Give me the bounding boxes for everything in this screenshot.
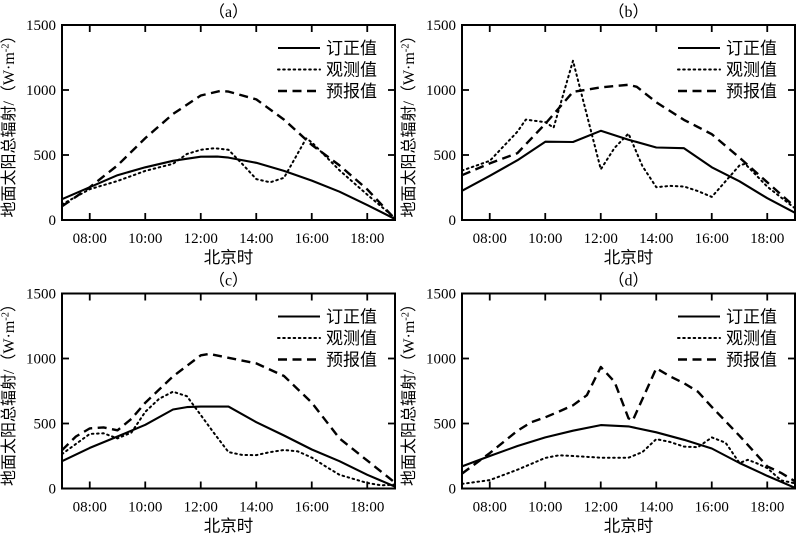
chart-panel-c: （c） 08:00 10:00 12:00 14:00 16:00 18:00 0 500 100… <box>0 268 400 537</box>
y-tick-label: 0 <box>449 482 457 498</box>
y-tick-label: 0 <box>449 213 457 229</box>
x-axis-label: 北京时 <box>604 248 654 267</box>
y-tick-label: 1000 <box>426 352 456 368</box>
x-tick-label: 16:00 <box>695 231 729 247</box>
tick-marks <box>62 24 395 221</box>
y-tick-label: 500 <box>34 417 57 433</box>
x-tick-label: 14:00 <box>639 500 673 516</box>
y-axis-label: 地面太阳总辐射/（W·m-2） <box>400 27 418 217</box>
x-tick-label: 16:00 <box>695 500 729 516</box>
chart-panel-b: （b） 08:00 10:00 12:00 14:00 16:00 18:00 0 500 100… <box>400 0 800 268</box>
y-tick-label: 1000 <box>26 352 56 368</box>
plot-line-dashed <box>461 365 796 483</box>
x-tick-label: 12:00 <box>184 500 218 516</box>
legend-label-observed: 观测值 <box>726 329 777 348</box>
x-tick-label: 14:00 <box>639 231 673 247</box>
x-tick-label: 08:00 <box>473 500 507 516</box>
legend-label-corrected: 订正值 <box>726 39 777 58</box>
x-tick-label: 14:00 <box>239 500 273 516</box>
plot-box <box>461 24 796 221</box>
y-axis-label: 地面太阳总辐射/（W·m-2） <box>0 296 18 486</box>
x-tick-label: 08:00 <box>73 500 107 516</box>
x-tick-label: 18:00 <box>350 500 384 516</box>
chart-panel-d: （d） 08:00 10:00 12:00 14:00 16:00 18:00 0 500 100… <box>400 268 800 537</box>
plot-line-solid <box>461 129 796 214</box>
y-tick-label: 1500 <box>426 287 456 303</box>
panel-title: （b） <box>608 3 648 21</box>
legend-label-corrected: 订正值 <box>326 39 377 58</box>
x-axis-label: 北京时 <box>604 517 654 536</box>
tick-marks <box>462 292 795 490</box>
plot-line-dotted <box>461 436 796 485</box>
plot-line-dashed <box>461 83 796 208</box>
y-tick-label: 0 <box>49 482 57 498</box>
plot-box <box>61 292 396 490</box>
legend-label-forecast: 预报值 <box>326 82 377 101</box>
chart-panel-a: （a） 08:00 10:00 12:00 14:00 16:00 18:00 0 500 100… <box>0 0 400 268</box>
tick-marks <box>462 24 795 221</box>
x-tick-label: 18:00 <box>750 231 784 247</box>
y-tick-label: 500 <box>34 148 57 164</box>
plot-line-solid <box>461 424 796 489</box>
x-tick-label: 10:00 <box>128 231 162 247</box>
y-axis-label: 地面太阳总辐射/（W·m-2） <box>0 27 18 217</box>
plot-line-solid <box>61 405 396 488</box>
chart-canvas: （c） 08:00 10:00 12:00 14:00 16:00 18:00 0 500 100… <box>0 272 396 536</box>
legend-label-forecast: 预报值 <box>726 351 777 370</box>
panel-title: （a） <box>209 3 248 21</box>
x-tick-label: 10:00 <box>128 500 162 516</box>
y-tick-label: 1000 <box>26 83 56 99</box>
plot-box <box>461 292 796 490</box>
legend-label-observed: 观测值 <box>326 329 377 348</box>
x-tick-label: 18:00 <box>350 231 384 247</box>
y-tick-label: 1000 <box>426 83 456 99</box>
x-tick-label: 08:00 <box>73 231 107 247</box>
x-tick-label: 10:00 <box>528 231 562 247</box>
x-tick-label: 12:00 <box>184 231 218 247</box>
panel-title: （c） <box>209 272 248 290</box>
y-tick-label: 1500 <box>26 18 56 34</box>
y-tick-label: 0 <box>49 213 57 229</box>
x-tick-label: 10:00 <box>528 500 562 516</box>
plot-box <box>61 24 396 221</box>
y-tick-label: 1500 <box>26 287 56 303</box>
plot-line-solid <box>61 155 396 220</box>
y-tick-label: 1500 <box>426 18 456 34</box>
panel-title: （d） <box>608 272 648 290</box>
plot-line-dotted <box>461 59 796 210</box>
chart-canvas: （a） 08:00 10:00 12:00 14:00 16:00 18:00 0 500 100… <box>0 3 396 267</box>
legend-label-corrected: 订正值 <box>326 308 377 327</box>
plot-line-dotted <box>61 390 396 487</box>
plot-line-dashed <box>61 89 396 220</box>
x-tick-label: 16:00 <box>295 500 329 516</box>
legend-label-forecast: 预报值 <box>326 351 377 370</box>
y-tick-label: 500 <box>434 148 457 164</box>
x-axis-label: 北京时 <box>204 517 254 536</box>
x-tick-label: 12:00 <box>584 500 618 516</box>
x-axis-label: 北京时 <box>204 248 254 267</box>
legend-label-observed: 观测值 <box>326 61 377 80</box>
legend-label-forecast: 预报值 <box>726 82 777 101</box>
legend-label-corrected: 订正值 <box>726 308 777 327</box>
y-axis-label: 地面太阳总辐射/（W·m-2） <box>400 296 418 486</box>
x-tick-label: 08:00 <box>473 231 507 247</box>
x-tick-label: 16:00 <box>295 231 329 247</box>
chart-canvas: （b） 08:00 10:00 12:00 14:00 16:00 18:00 0 500 100… <box>400 3 796 267</box>
x-tick-label: 14:00 <box>239 231 273 247</box>
y-tick-label: 500 <box>434 417 457 433</box>
tick-marks <box>62 292 395 490</box>
legend-label-observed: 观测值 <box>726 61 777 80</box>
chart-canvas: （d） 08:00 10:00 12:00 14:00 16:00 18:00 0 500 100… <box>400 272 796 536</box>
plot-line-dashed <box>61 352 396 484</box>
x-tick-label: 18:00 <box>750 500 784 516</box>
x-tick-label: 12:00 <box>584 231 618 247</box>
